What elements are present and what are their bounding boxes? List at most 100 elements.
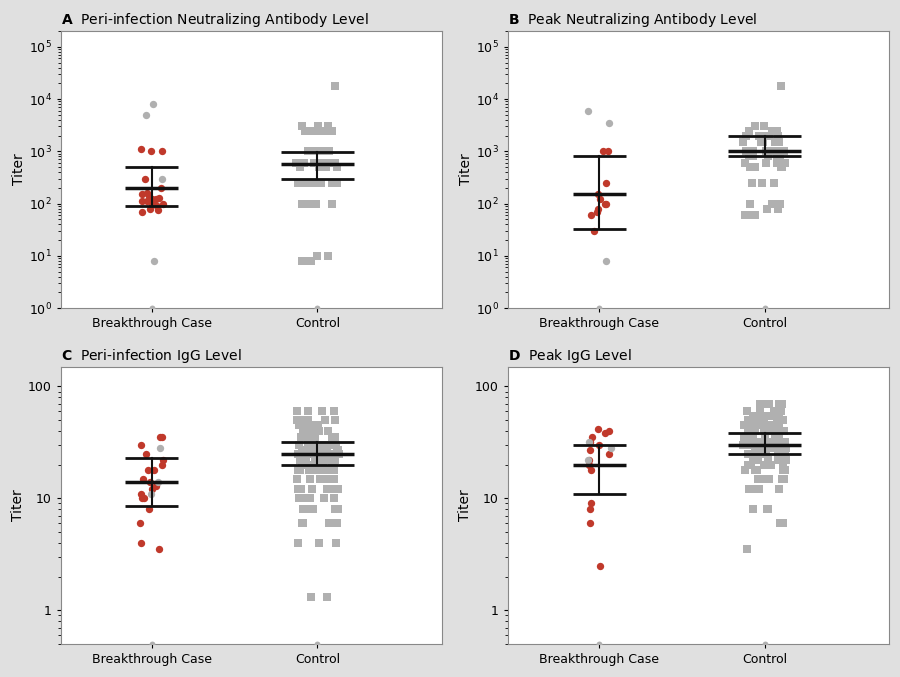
Point xyxy=(752,473,766,484)
Point xyxy=(311,538,326,548)
Point xyxy=(305,432,320,443)
Point xyxy=(742,146,756,157)
Point xyxy=(775,162,789,173)
Point xyxy=(778,439,792,450)
Point xyxy=(325,198,339,209)
Point xyxy=(291,448,305,459)
Point xyxy=(133,518,148,529)
Point xyxy=(777,464,791,475)
Point xyxy=(758,432,772,443)
Point xyxy=(752,410,767,421)
Point xyxy=(298,432,312,443)
Point xyxy=(743,439,758,450)
Point xyxy=(153,443,167,454)
Point xyxy=(140,188,154,198)
Point xyxy=(317,493,331,504)
Point xyxy=(777,146,791,157)
Point xyxy=(741,426,755,437)
Point xyxy=(327,484,341,495)
Point xyxy=(770,151,784,162)
Point xyxy=(596,146,610,157)
Point xyxy=(295,445,310,456)
Point xyxy=(747,437,761,447)
Point xyxy=(146,198,160,209)
Point xyxy=(742,151,756,162)
Point xyxy=(156,198,170,209)
Point xyxy=(135,196,149,207)
Point xyxy=(321,464,336,475)
Point xyxy=(324,455,338,466)
Point xyxy=(765,410,779,421)
Point xyxy=(764,426,778,437)
Point xyxy=(771,420,786,431)
Point xyxy=(771,130,786,141)
Point xyxy=(756,439,770,450)
Point xyxy=(305,146,320,157)
Point xyxy=(767,443,781,454)
Point xyxy=(295,504,310,515)
Point xyxy=(764,439,778,450)
Point xyxy=(756,121,770,132)
Point xyxy=(746,410,760,421)
Point xyxy=(768,432,782,443)
Point xyxy=(757,448,771,459)
Point xyxy=(749,410,763,421)
Point xyxy=(778,448,793,459)
Point xyxy=(135,206,149,217)
Point xyxy=(134,144,148,154)
Point xyxy=(746,437,760,447)
Point xyxy=(292,439,306,450)
Point xyxy=(310,125,324,136)
Point xyxy=(318,125,332,136)
Point xyxy=(314,439,328,450)
Point xyxy=(753,437,768,447)
Point xyxy=(748,455,762,466)
Point xyxy=(291,538,305,548)
Point xyxy=(155,173,169,184)
Point xyxy=(307,459,321,470)
Point xyxy=(762,398,777,409)
Point xyxy=(330,177,345,188)
Point xyxy=(305,439,320,450)
Point xyxy=(133,488,148,499)
Point xyxy=(304,432,319,443)
Point xyxy=(140,196,154,207)
Point xyxy=(302,445,316,456)
Point xyxy=(136,473,150,484)
Point xyxy=(318,162,332,173)
Point xyxy=(320,439,335,450)
Point xyxy=(752,484,767,495)
Point xyxy=(327,493,341,504)
Point xyxy=(773,406,788,417)
Point xyxy=(322,455,337,466)
Point xyxy=(325,177,339,188)
Point xyxy=(748,210,762,221)
Point xyxy=(591,189,606,200)
Point xyxy=(151,204,166,215)
Point xyxy=(316,158,330,169)
Point xyxy=(760,459,774,470)
Point xyxy=(742,426,757,437)
Point xyxy=(310,459,325,470)
Point xyxy=(775,448,789,459)
Point xyxy=(328,459,342,470)
Point xyxy=(752,448,766,459)
Point xyxy=(772,518,787,529)
Y-axis label: Titer: Titer xyxy=(459,154,473,185)
Point xyxy=(778,437,792,447)
Point xyxy=(141,504,156,515)
Point xyxy=(581,437,596,447)
Point xyxy=(145,484,159,495)
Point xyxy=(292,455,307,466)
Point xyxy=(135,493,149,504)
Point xyxy=(744,459,759,470)
Point xyxy=(755,177,770,188)
Point xyxy=(304,146,319,157)
Point xyxy=(754,130,769,141)
Point xyxy=(304,420,319,431)
Point xyxy=(135,189,149,200)
Point xyxy=(298,125,312,136)
Point xyxy=(296,518,310,529)
Point xyxy=(738,420,752,431)
Point xyxy=(313,146,328,157)
